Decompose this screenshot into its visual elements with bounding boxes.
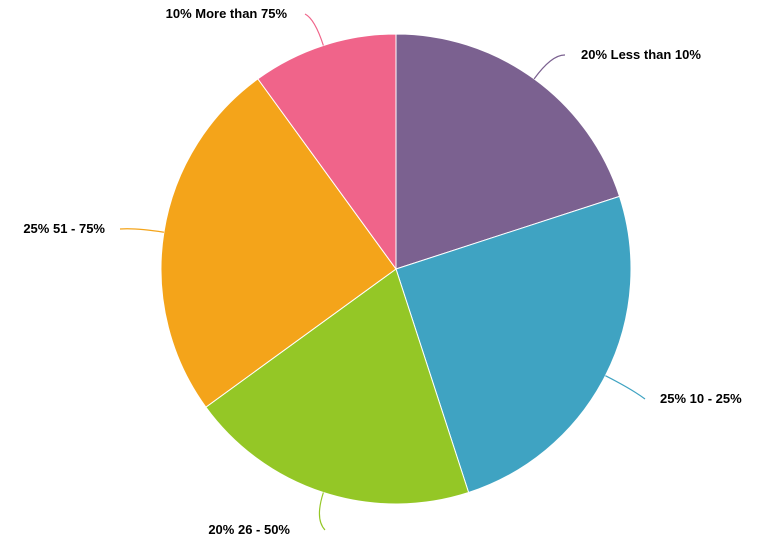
leader-line-1	[605, 375, 646, 400]
data-label-0: 20% Less than 10%	[581, 47, 701, 62]
pie-slice-2	[205, 268, 470, 505]
data-label-1: 25% 10 - 25%	[660, 391, 742, 406]
slices-layer	[160, 33, 632, 505]
data-label-2: 20% 26 - 50%	[208, 522, 290, 537]
pie-slice-3	[160, 78, 397, 408]
data-labels-layer: 20% Less than 10% 25% 10 - 25% 20% 26 - 50…	[23, 6, 742, 537]
leader-line-3	[119, 228, 164, 233]
pie-slice-1	[395, 195, 632, 494]
pie-slice-0	[395, 33, 621, 270]
data-label-3: 25% 51 - 75%	[23, 221, 105, 236]
leader-line-0	[533, 54, 566, 80]
leader-lines-layer	[119, 13, 646, 531]
leader-line-2	[318, 492, 326, 531]
data-label-4: 10% More than 75%	[166, 6, 288, 21]
leader-line-4	[304, 13, 324, 46]
